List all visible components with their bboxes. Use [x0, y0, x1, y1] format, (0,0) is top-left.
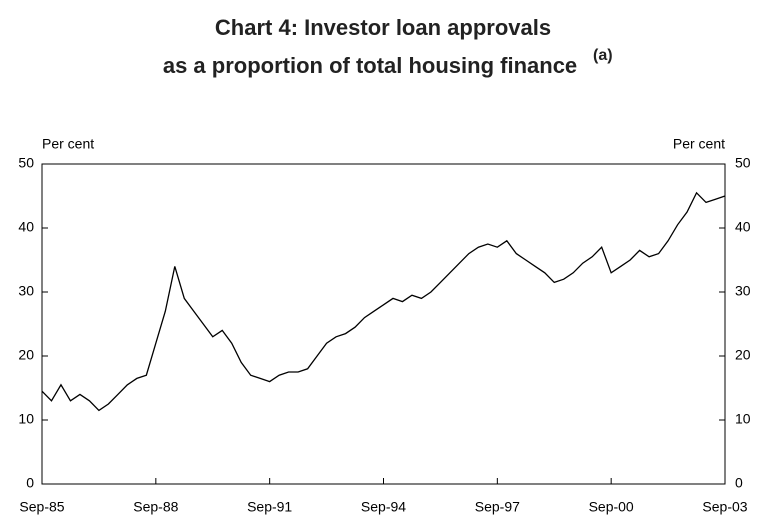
y-axis-label: Per cent	[42, 136, 94, 152]
y-tick-label: 40	[18, 219, 34, 235]
chart-title: Chart 4: Investor loan approvals	[215, 15, 551, 40]
x-tick-label: Sep-00	[589, 499, 634, 515]
title-note: (a)	[593, 47, 613, 64]
x-tick-label: Sep-88	[133, 499, 178, 515]
chart-title: as a proportion of total housing finance	[163, 53, 577, 78]
x-tick-label: Sep-97	[475, 499, 520, 515]
y2-axis-label: Per cent	[673, 136, 725, 152]
y-tick-label: 10	[18, 411, 34, 427]
y-tick-label: 20	[18, 347, 34, 363]
x-tick-label: Sep-85	[19, 499, 64, 515]
y2-tick-label: 20	[735, 347, 751, 363]
x-tick-label: Sep-03	[702, 499, 747, 515]
y2-tick-label: 0	[735, 475, 743, 491]
y2-tick-label: 50	[735, 155, 751, 171]
y-tick-label: 50	[18, 155, 34, 171]
plot-frame	[41, 163, 726, 485]
y-tick-label: 0	[26, 475, 34, 491]
x-tick-label: Sep-94	[361, 499, 406, 515]
y-tick-label: 30	[18, 283, 34, 299]
data-line	[41, 191, 726, 412]
y2-tick-label: 10	[735, 411, 751, 427]
x-tick-label: Sep-91	[247, 499, 292, 515]
y2-tick-label: 40	[735, 219, 751, 235]
y2-tick-label: 30	[735, 283, 751, 299]
